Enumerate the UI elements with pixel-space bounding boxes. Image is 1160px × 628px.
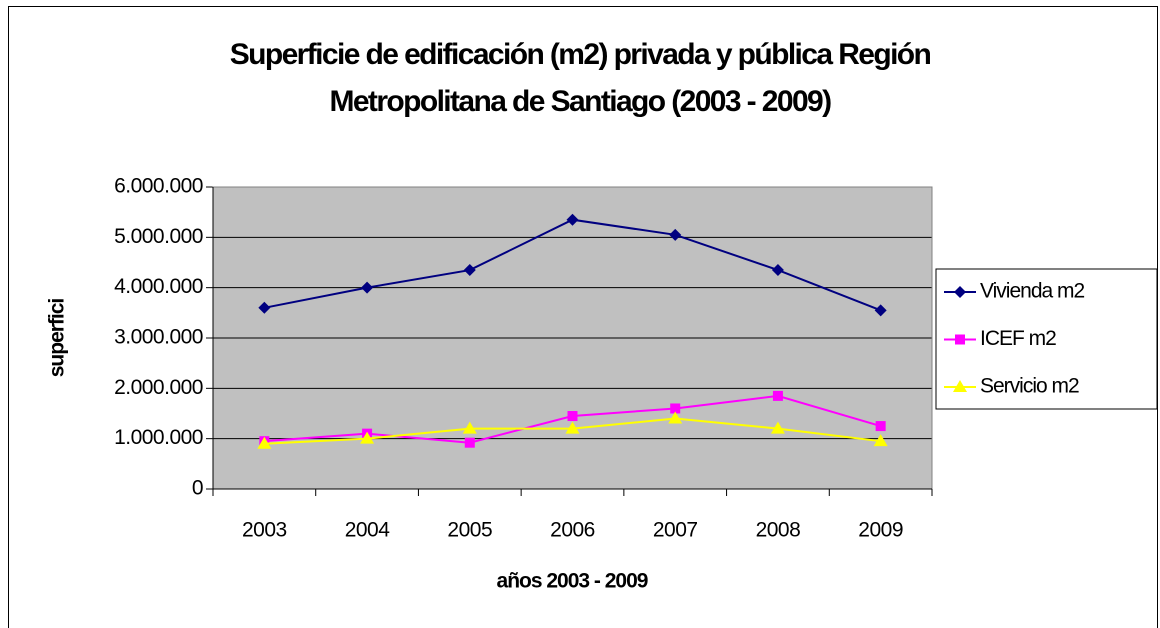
- marker: [955, 334, 965, 345]
- x-tick-label: 2007: [653, 519, 698, 542]
- marker: [875, 421, 886, 432]
- marker: [257, 436, 272, 449]
- marker: [668, 411, 683, 424]
- marker: [463, 264, 476, 277]
- marker: [258, 301, 271, 314]
- x-tick-label: 2004: [345, 519, 391, 542]
- x-tick-label: 2008: [756, 519, 801, 542]
- marker: [670, 403, 681, 414]
- x-tick-label: 2003: [242, 519, 287, 542]
- y-tick-label: 6.000.000: [114, 175, 203, 198]
- y-tick-label: 0: [192, 477, 203, 500]
- marker: [772, 390, 783, 401]
- y-tick-label: 4.000.000: [114, 275, 203, 298]
- y-tick-label: 2.000.000: [114, 376, 203, 399]
- y-tick-label: 5.000.000: [114, 225, 203, 248]
- legend-label: Vivienda m2: [980, 280, 1085, 303]
- marker: [770, 421, 785, 434]
- marker: [567, 411, 578, 422]
- marker: [565, 421, 580, 434]
- x-tick-label: 2006: [550, 519, 595, 542]
- marker: [566, 213, 579, 226]
- marker: [771, 264, 784, 277]
- marker: [464, 437, 475, 448]
- y-tick-label: 1.000.000: [114, 426, 203, 449]
- marker: [874, 304, 887, 317]
- chart-title: Metropolitana de Santiago (2003 - 2009): [329, 85, 831, 118]
- marker: [954, 286, 966, 298]
- marker: [669, 228, 682, 241]
- legend-label: ICEF m2: [980, 327, 1056, 350]
- chart-title: Superficie de edificación (m2) privada y…: [230, 38, 931, 71]
- marker: [462, 421, 477, 434]
- legend-label: Servicio m2: [980, 375, 1079, 398]
- marker: [873, 434, 888, 447]
- y-tick-label: 3.000.000: [114, 326, 203, 349]
- marker: [953, 380, 967, 392]
- x-tick-label: 2009: [858, 519, 903, 542]
- x-axis-title: años 2003 - 2009: [497, 570, 648, 593]
- marker: [360, 431, 375, 444]
- marker: [361, 281, 374, 294]
- x-tick-label: 2005: [447, 519, 492, 542]
- y-axis-title: superfici: [46, 299, 69, 378]
